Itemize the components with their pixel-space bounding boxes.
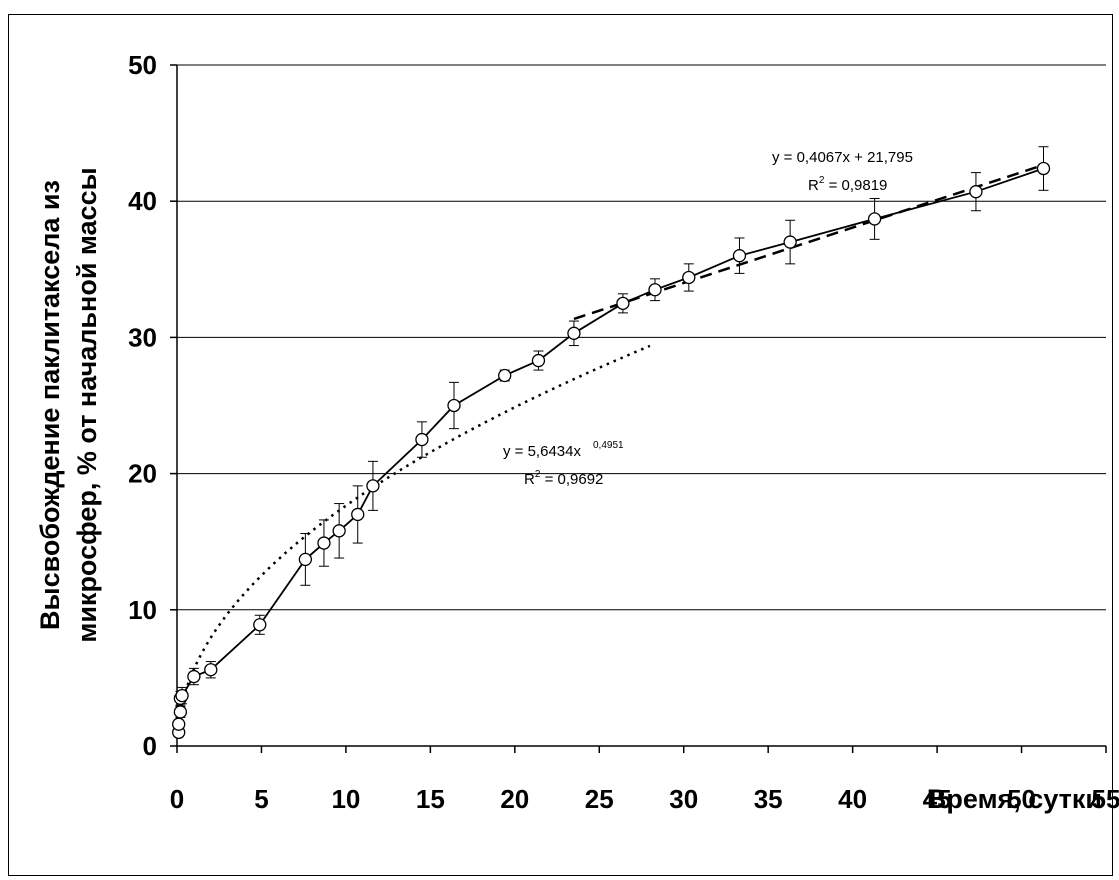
- axes: [170, 64, 1107, 753]
- x-tick-label-30: 30: [669, 784, 698, 814]
- data-point: [783, 235, 797, 249]
- gridlines: [177, 64, 1106, 611]
- x-tick-label-10: 10: [331, 784, 360, 814]
- x-tick-label-45: 45: [923, 784, 952, 814]
- x-tick-label-0: 0: [170, 784, 184, 814]
- y-tick-label-40: 40: [128, 186, 157, 216]
- data-point: [351, 507, 365, 522]
- series-layer: [172, 146, 1051, 740]
- x-tick-label-20: 20: [500, 784, 529, 814]
- data-point: [682, 270, 696, 285]
- linear-trend-equation: y = 0,4067x + 21,795: [772, 149, 913, 166]
- linear-trend-r2: R2 = 0,9819: [808, 175, 887, 194]
- data-point: [172, 717, 186, 731]
- data-point: [969, 185, 983, 199]
- data-point: [332, 524, 346, 538]
- x-tick-label-40: 40: [838, 784, 867, 814]
- data-point: [366, 479, 380, 493]
- data-point: [317, 536, 331, 550]
- x-tick-label-15: 15: [416, 784, 445, 814]
- data-point: [253, 618, 267, 632]
- y-tick-label-20: 20: [128, 459, 157, 489]
- data-point: [187, 669, 201, 684]
- y-axis-title-line-2: микросфер, % от начальной массы: [72, 167, 102, 642]
- y-axis-title-line-1: Высвобождение паклитаксела из: [35, 180, 65, 630]
- y-tick-label-0: 0: [143, 731, 157, 761]
- y-tick-label-50: 50: [128, 50, 157, 80]
- data-point: [173, 705, 188, 719]
- x-tick-label-25: 25: [585, 784, 614, 814]
- data-point: [567, 326, 581, 340]
- r2-superscript: 2: [535, 469, 541, 480]
- data-point: [415, 432, 429, 447]
- data-point: [1036, 161, 1051, 176]
- data-point: [867, 212, 882, 226]
- data-point: [732, 249, 747, 263]
- data-point: [616, 296, 630, 311]
- data-point: [531, 353, 546, 368]
- x-tick-label-55: 55: [1092, 784, 1119, 814]
- data-point: [498, 368, 512, 383]
- data-point: [204, 663, 218, 677]
- y-tick-label-10: 10: [128, 595, 157, 625]
- chart-frame: [8, 14, 1113, 876]
- tick-labels: 0 10 20 30 40 50 0 5 10 15 20 25 30 35 40 45 50 55: [128, 50, 1119, 814]
- power-trendline: [177, 344, 651, 722]
- r2-superscript: 2: [819, 175, 825, 186]
- x-axis-title: Время, сутки: [927, 784, 1102, 814]
- data-point: [175, 688, 189, 703]
- x-tick-label-50: 50: [1007, 784, 1036, 814]
- y-tick-label-30: 30: [128, 322, 157, 352]
- power-trend-r2: R2 = 0,9692: [524, 469, 603, 488]
- data-point: [648, 283, 662, 297]
- power-trend-equation: y = 5,6434x 0,4951: [503, 440, 624, 460]
- x-tick-label-5: 5: [254, 784, 268, 814]
- data-point: [447, 398, 461, 413]
- x-tick-label-35: 35: [754, 784, 783, 814]
- data-point: [298, 552, 313, 567]
